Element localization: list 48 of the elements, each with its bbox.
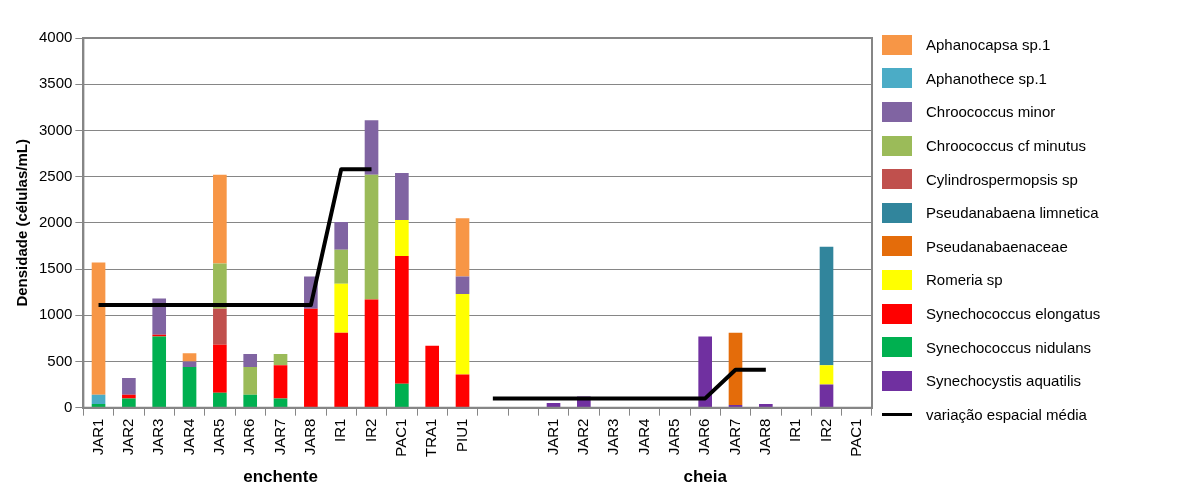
legend-label: Cylindrospermopsis sp — [926, 170, 1078, 188]
x-tick-label: JAR7 — [270, 418, 288, 456]
x-tick-label: JAR3 — [604, 418, 622, 456]
legend-label: Synechococcus nidulans — [926, 338, 1092, 356]
y-tick-label: 4000 — [38, 28, 73, 46]
y-tick-label: 1000 — [38, 305, 73, 323]
y-tick-label: 1500 — [38, 259, 73, 277]
x-tick-label: IR2 — [361, 418, 379, 442]
legend-label: Aphanocapsa sp.1 — [926, 36, 1051, 54]
y-axis-title: Densidade (células/mL) — [13, 139, 31, 307]
legend-label: Pseudanabaena limnetica — [926, 204, 1099, 222]
x-tick-label: JAR5 — [210, 418, 227, 456]
y-tick-label: 3000 — [38, 120, 73, 138]
x-tick-label: JAR2 — [573, 418, 591, 456]
x-tick-label: JAR1 — [543, 418, 561, 456]
legend-label: Romeria sp — [926, 271, 1003, 289]
x-tick-label: PAC1 — [846, 418, 864, 457]
x-tick-label: IR2 — [816, 418, 834, 442]
legend-label: variação espacial média — [926, 405, 1087, 423]
x-tick-label: JAR6 — [695, 418, 713, 456]
y-tick-label: 0 — [64, 397, 73, 415]
legend-label: Pseudanabaenaceae — [926, 237, 1068, 255]
x-tick-label: JAR4 — [634, 418, 652, 456]
legend-label: Aphanothece sp.1 — [926, 69, 1047, 87]
text: enchente — [243, 467, 318, 486]
x-tick-label: PIU1 — [452, 418, 470, 453]
x-tick-label: IR1 — [786, 418, 804, 442]
x-tick-label: JAR8 — [301, 418, 318, 456]
x-tick-label: PAC1 — [392, 418, 409, 457]
y-tick-label: 2500 — [38, 166, 73, 184]
x-tick-label: JAR4 — [179, 418, 197, 456]
x-tick-label: IR1 — [331, 418, 349, 442]
y-tick-label: 500 — [47, 351, 73, 369]
y-tick-label: 2000 — [38, 212, 73, 230]
x-tick-label: TRA1 — [422, 418, 440, 457]
x-tick-label: JAR2 — [119, 418, 137, 456]
legend-label: Chroococcus cf minutus — [926, 137, 1087, 155]
legend-label: Chroococcus minor — [926, 103, 1056, 121]
legend-label: Synechococcus elongatus — [926, 305, 1101, 323]
text: cheia — [683, 467, 728, 486]
x-tick-label: JAR6 — [240, 418, 258, 456]
x-tick-label: JAR1 — [88, 418, 106, 456]
x-tick-label: JAR3 — [149, 418, 167, 456]
x-tick-label: JAR7 — [725, 418, 743, 456]
y-tick-label: 3500 — [38, 74, 73, 92]
x-tick-label: JAR8 — [755, 418, 773, 456]
legend-label: Synechocystis aquatilis — [926, 372, 1082, 390]
x-tick-label: JAR5 — [664, 418, 682, 456]
